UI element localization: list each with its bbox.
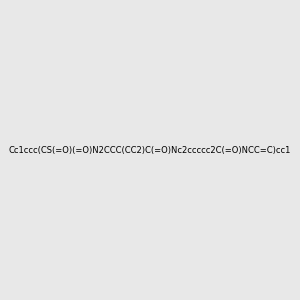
Text: Cc1ccc(CS(=O)(=O)N2CCC(CC2)C(=O)Nc2ccccc2C(=O)NCC=C)cc1: Cc1ccc(CS(=O)(=O)N2CCC(CC2)C(=O)Nc2ccccc… xyxy=(9,146,291,154)
